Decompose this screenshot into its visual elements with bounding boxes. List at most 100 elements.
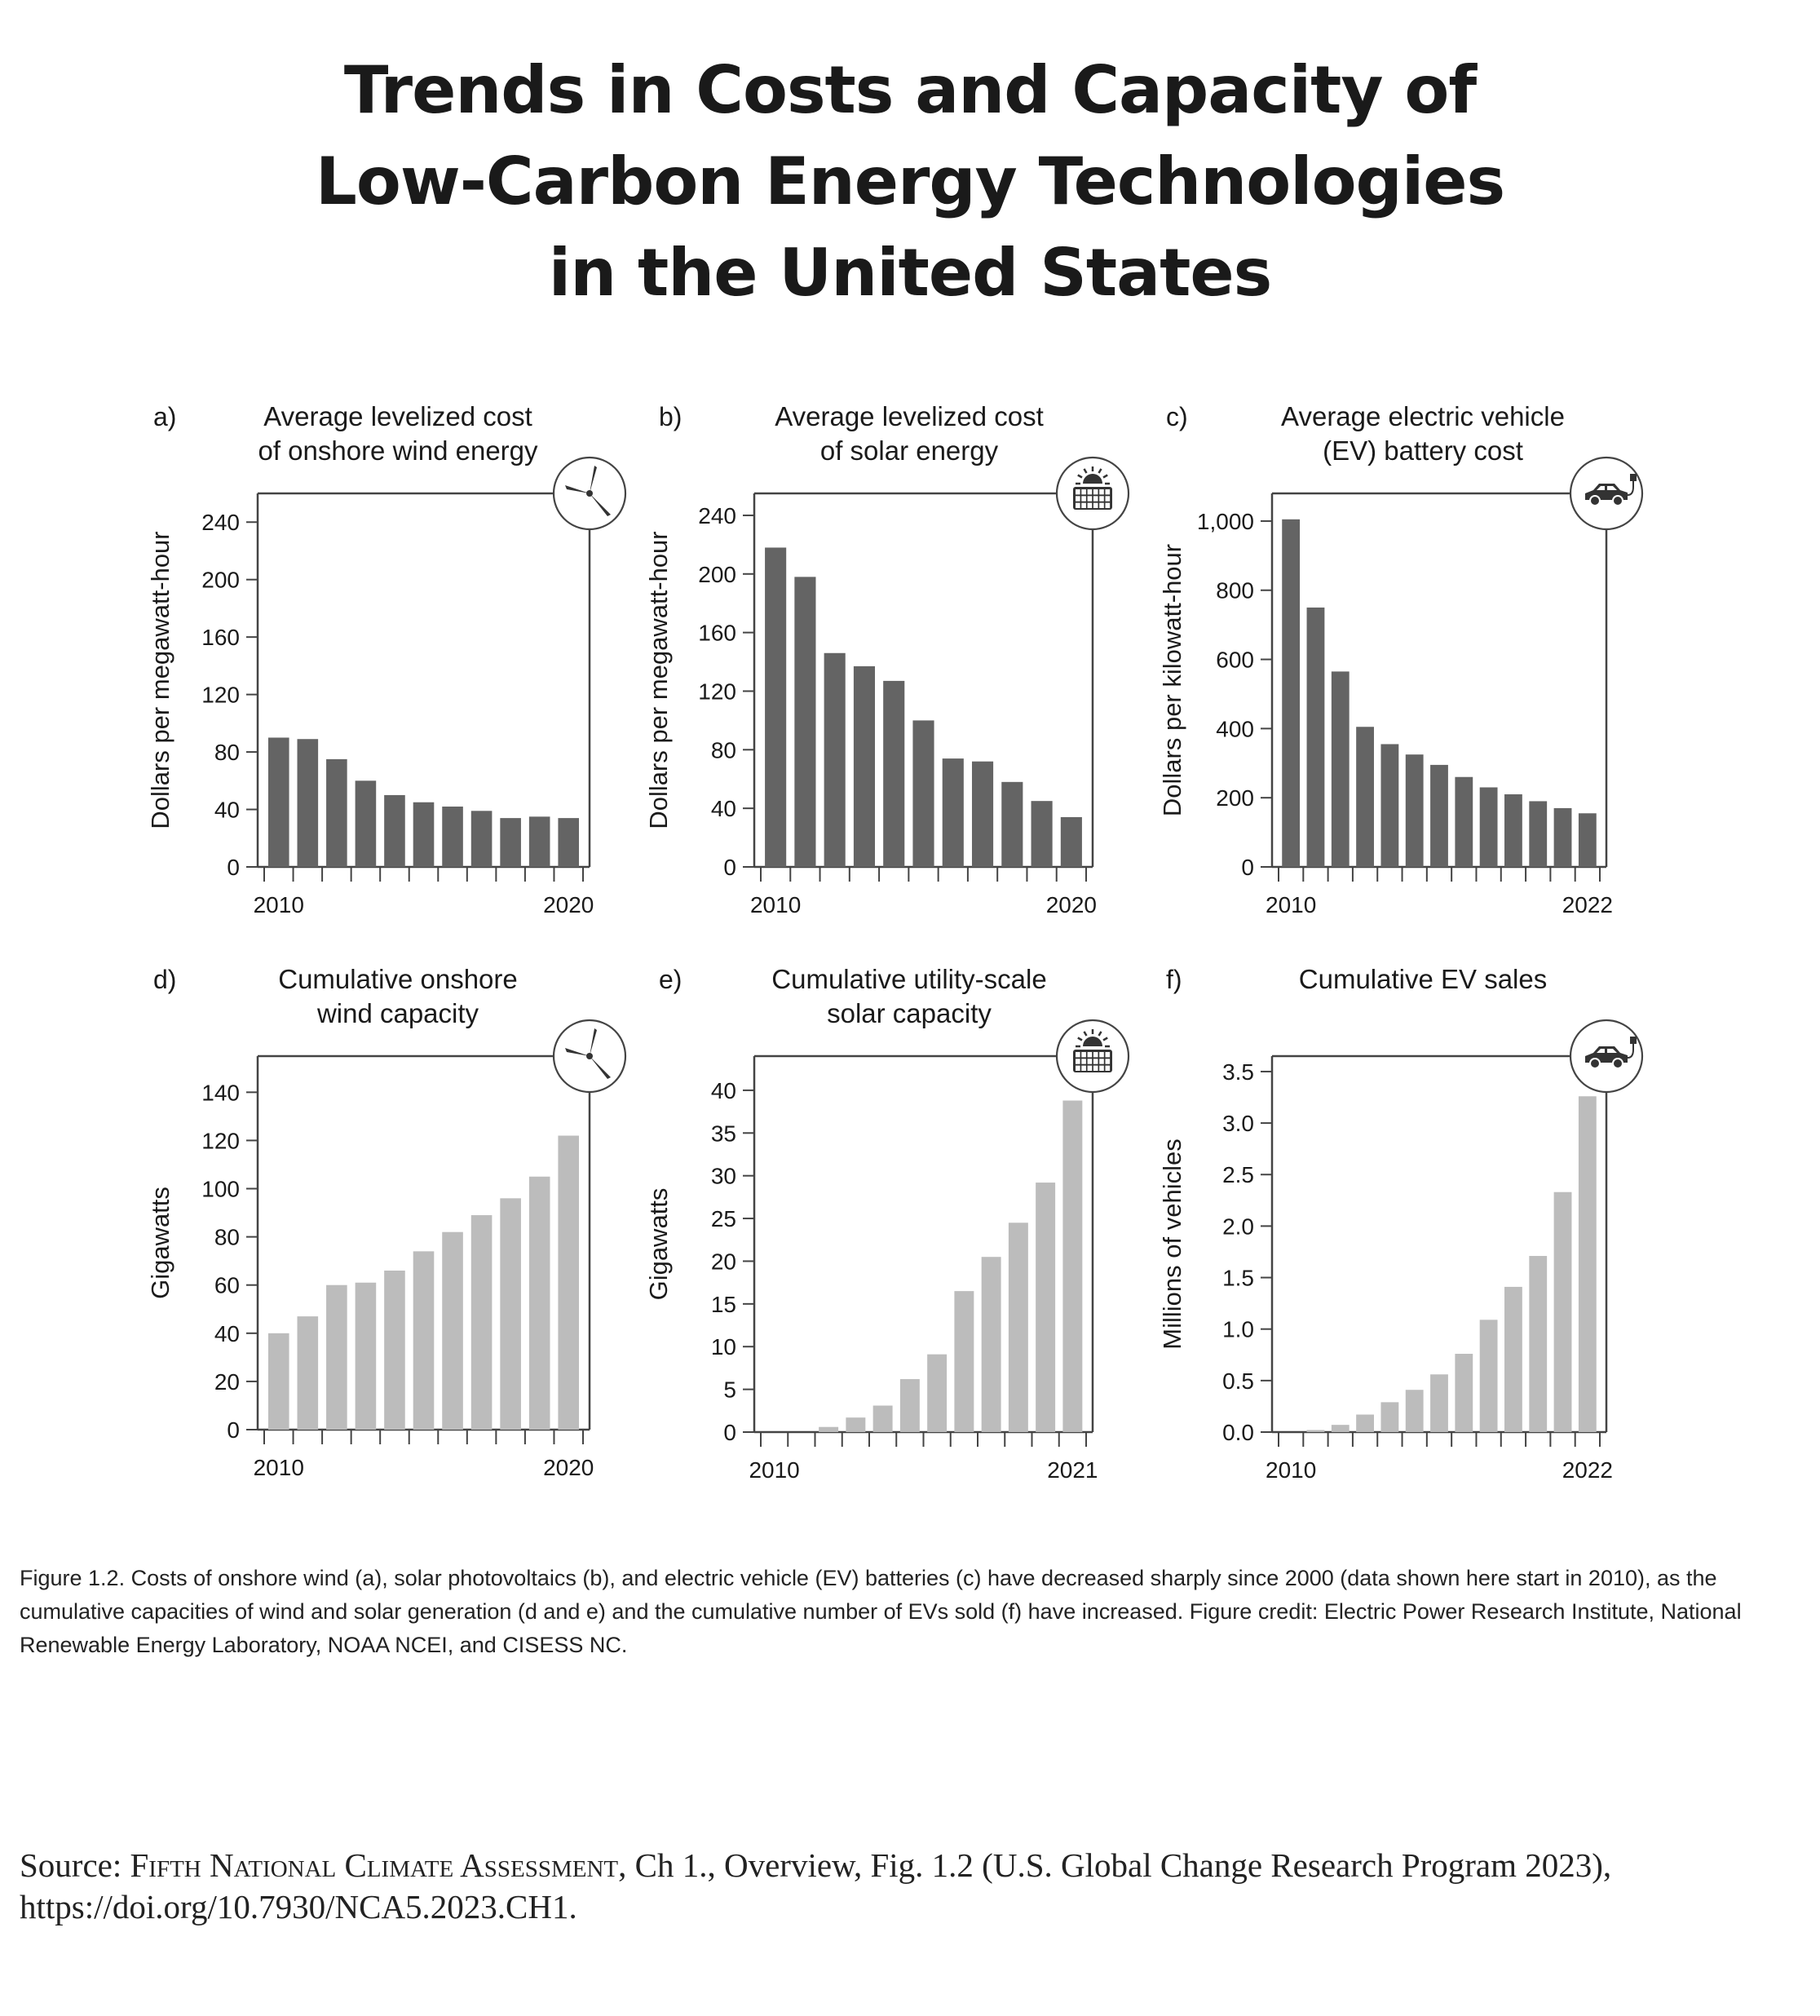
y-tick-label: 3.0 xyxy=(1222,1111,1254,1136)
y-tick-label: 100 xyxy=(201,1177,240,1202)
y-tick-label: 80 xyxy=(214,1225,240,1250)
figure-title-line-1: Trends in Costs and Capacity of xyxy=(343,52,1477,128)
bar xyxy=(1529,801,1548,867)
y-tick-label: 0 xyxy=(227,1417,240,1443)
bar xyxy=(765,547,787,867)
panel-title: Cumulative EV sales xyxy=(1299,964,1547,994)
chart-panel-b: 2010 2020 0 40 80 120 160 200 240 Dollars per meg… xyxy=(644,401,1130,917)
y-tick-label: 800 xyxy=(1216,578,1254,603)
charge-cable xyxy=(1627,1043,1634,1059)
bar xyxy=(819,1426,839,1432)
source-rest: , Ch 1., Overview, Fig. 1.2 (U.S. Global… xyxy=(20,1846,1612,1925)
panel-cell xyxy=(1105,502,1111,508)
panel-title: Cumulative onshore xyxy=(278,964,518,994)
panel-cell xyxy=(1093,1059,1098,1064)
figure-title-line-3: in the United States xyxy=(548,235,1272,311)
bar xyxy=(413,1251,435,1430)
y-tick-label: 240 xyxy=(698,503,736,528)
y-tick-label: 20 xyxy=(711,1249,736,1274)
sun-ray xyxy=(1077,474,1083,479)
x-tick-label: 2021 xyxy=(1047,1457,1098,1483)
x-tick-label: 2010 xyxy=(749,1457,799,1483)
panel-cell xyxy=(1105,1059,1111,1064)
x-tick-label: 2022 xyxy=(1562,1457,1613,1483)
y-tick-label: 3.5 xyxy=(1222,1059,1254,1085)
chart-panel-d: 2010 2020 0 20 40 60 80 100 120 140 Gigawatts d) Cum… xyxy=(146,964,627,1480)
figure-title: Trends in Costs and Capacity of Low-Carb… xyxy=(0,45,1820,319)
bar xyxy=(528,1176,550,1430)
y-tick-label: 160 xyxy=(698,621,736,646)
panel-cell xyxy=(1099,489,1104,495)
turbine-blade xyxy=(590,1028,597,1056)
y-axis-label: Dollars per megawatt-hour xyxy=(146,531,174,829)
panel-cell xyxy=(1076,1052,1080,1058)
sun-ray xyxy=(1102,474,1108,479)
y-tick-label: 0.5 xyxy=(1222,1368,1254,1394)
wind-turbine-icon xyxy=(552,456,627,531)
turbine-hub xyxy=(586,490,593,497)
bar xyxy=(1356,1414,1374,1432)
sun-ray xyxy=(1098,1031,1102,1037)
y-tick-label: 10 xyxy=(711,1334,736,1359)
x-tick-label: 2010 xyxy=(1266,892,1316,917)
panel-cell xyxy=(1076,502,1080,508)
wind-turbine-icon xyxy=(552,1019,627,1094)
y-tick-label: 35 xyxy=(711,1121,736,1146)
bar xyxy=(470,811,493,867)
panel-cell xyxy=(1076,1059,1080,1064)
bar xyxy=(1479,1320,1498,1432)
panel-cell xyxy=(1076,496,1080,502)
bar xyxy=(853,665,876,867)
bar xyxy=(1430,764,1448,867)
y-tick-label: 120 xyxy=(698,679,736,704)
panel-title: Average levelized cost xyxy=(775,401,1044,431)
y-tick-label: 30 xyxy=(711,1164,736,1189)
y-tick-label: 2.0 xyxy=(1222,1214,1254,1239)
y-tick-label: 40 xyxy=(214,798,240,823)
bar xyxy=(500,1198,521,1430)
bar xyxy=(558,1135,580,1430)
bar xyxy=(500,818,521,867)
solar-panel-icon xyxy=(1055,456,1130,531)
y-tick-label: 60 xyxy=(214,1273,240,1298)
y-axis-label: Millions of vehicles xyxy=(1158,1138,1186,1349)
bar xyxy=(528,816,550,867)
bar xyxy=(971,761,994,867)
bar xyxy=(1578,1096,1597,1432)
bar xyxy=(442,807,463,867)
panel-cell xyxy=(1081,502,1086,508)
bar xyxy=(1405,1390,1424,1432)
bar xyxy=(1529,1256,1548,1432)
bar xyxy=(267,1333,289,1430)
bar xyxy=(1455,1354,1473,1432)
x-tick-label: 2010 xyxy=(254,892,304,917)
panel-label: b) xyxy=(659,402,682,431)
bar xyxy=(883,680,905,867)
panel-cell xyxy=(1099,1052,1104,1058)
bar xyxy=(846,1417,866,1432)
panel-cell xyxy=(1081,1052,1086,1058)
bar xyxy=(1001,781,1023,867)
bar xyxy=(1031,801,1053,867)
car-window xyxy=(1597,486,1617,490)
bar xyxy=(297,1316,319,1430)
sun-ray xyxy=(1102,1037,1108,1041)
panel-cell xyxy=(1081,1059,1086,1064)
panel-cell xyxy=(1093,1052,1098,1058)
panel-cell xyxy=(1076,1065,1080,1071)
y-tick-label: 0 xyxy=(723,855,736,880)
x-tick-label: 2010 xyxy=(750,892,801,917)
panel-cell xyxy=(1105,1065,1111,1071)
sun-ray xyxy=(1077,1037,1083,1041)
turbine-blade xyxy=(590,1056,611,1079)
panel-cell xyxy=(1087,502,1093,508)
figure-caption: Figure 1.2. Costs of onshore wind (a), s… xyxy=(20,1566,1742,1657)
bar xyxy=(1479,787,1498,867)
car-wheel xyxy=(1612,1058,1623,1069)
car-wheel xyxy=(1612,495,1623,506)
bar xyxy=(1306,1430,1325,1432)
panel-title: solar capacity xyxy=(827,998,992,1028)
bar xyxy=(942,758,964,867)
panel-label: a) xyxy=(153,402,176,431)
